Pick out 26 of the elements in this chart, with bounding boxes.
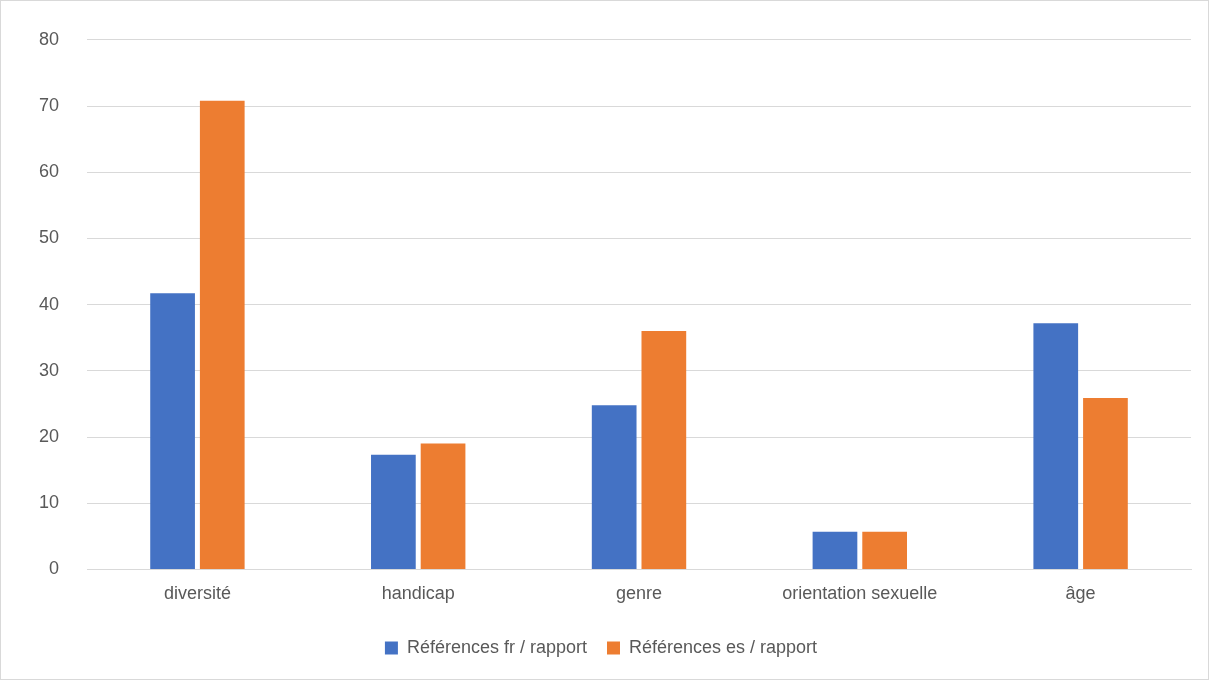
- bar: [591, 405, 637, 569]
- x-tick-label: handicap: [381, 583, 455, 604]
- bar: [199, 100, 245, 569]
- bar: [862, 531, 907, 569]
- y-tick-label: 0: [49, 558, 60, 579]
- bar: [420, 443, 466, 569]
- y-tick-label: 50: [38, 227, 60, 248]
- y-tick-label: 40: [38, 293, 60, 314]
- y-tick-label: 20: [38, 425, 60, 446]
- x-tick-label: diversité: [163, 583, 231, 604]
- bar: [150, 293, 195, 569]
- legend-label: Références fr / rapport: [406, 636, 588, 657]
- legend-label: Références es / rapport: [628, 636, 818, 657]
- y-tick-label: 30: [38, 359, 60, 380]
- bar: [371, 454, 416, 569]
- x-tick-label: orientation sexuelle: [782, 583, 938, 604]
- y-tick-label: 60: [38, 161, 60, 182]
- x-tick-label: âge: [1065, 583, 1096, 604]
- y-tick-label: 10: [38, 492, 60, 513]
- bar: [1033, 323, 1079, 569]
- y-tick-label: 70: [38, 94, 60, 115]
- bar: [812, 531, 858, 569]
- y-tick-label: 80: [38, 28, 60, 49]
- bar: [1083, 397, 1128, 569]
- bar: [641, 331, 687, 569]
- x-tick-label: genre: [615, 583, 663, 604]
